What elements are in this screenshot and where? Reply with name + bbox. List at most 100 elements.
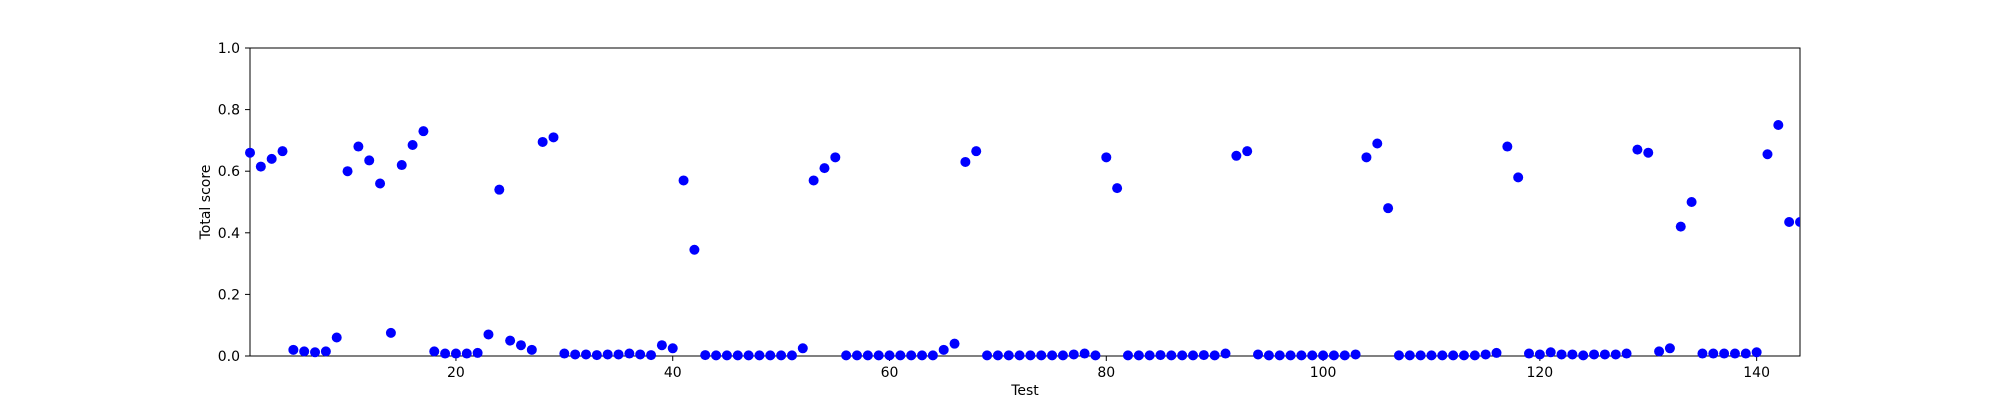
data-point: [1383, 203, 1394, 214]
data-point: [548, 132, 559, 143]
data-point: [288, 344, 299, 355]
data-point: [396, 160, 407, 171]
data-point: [1079, 348, 1090, 359]
data-point: [1296, 350, 1307, 361]
data-point: [1599, 349, 1610, 360]
data-points: [245, 120, 1800, 361]
data-point: [1664, 343, 1675, 354]
data-point: [938, 344, 949, 355]
data-point: [1166, 350, 1177, 361]
data-point: [1513, 172, 1524, 183]
data-point: [1491, 347, 1502, 358]
data-point: [1025, 350, 1036, 361]
x-tick-label: 120: [1526, 365, 1553, 381]
data-point: [1014, 350, 1025, 361]
data-point: [1242, 146, 1253, 157]
y-axis-label: Total score: [198, 165, 214, 241]
data-point: [472, 347, 483, 358]
data-point: [1751, 347, 1762, 358]
data-point: [1372, 138, 1383, 149]
data-point: [797, 343, 808, 354]
plot-area: [249, 47, 1801, 357]
data-point: [1350, 349, 1361, 360]
data-point: [245, 147, 255, 158]
data-point: [1740, 348, 1751, 359]
data-point: [385, 327, 396, 338]
data-point: [1654, 346, 1665, 357]
data-point: [515, 340, 526, 351]
x-axis-label: Test: [1010, 383, 1039, 399]
data-point: [440, 348, 451, 359]
data-point: [678, 175, 689, 186]
data-point: [1729, 348, 1740, 359]
data-point: [895, 350, 906, 361]
data-point: [646, 350, 657, 361]
data-point: [364, 155, 375, 166]
data-point: [1502, 141, 1513, 152]
data-point: [1068, 349, 1079, 360]
data-point: [1415, 350, 1426, 361]
data-point: [320, 346, 331, 357]
data-point: [1393, 350, 1404, 361]
data-point: [884, 350, 895, 361]
data-point: [1177, 350, 1188, 361]
data-point: [1697, 348, 1708, 359]
data-point: [873, 350, 884, 361]
data-point: [1675, 221, 1686, 232]
data-point: [1524, 348, 1535, 359]
data-point: [1231, 150, 1242, 161]
data-point: [1274, 350, 1285, 361]
data-point: [721, 350, 732, 361]
data-point: [1112, 183, 1123, 194]
y-tick-label: 0.6: [218, 164, 240, 180]
data-point: [1155, 350, 1166, 361]
data-point: [700, 350, 711, 361]
data-point: [754, 350, 765, 361]
data-point: [1686, 197, 1697, 207]
data-point: [1285, 350, 1296, 361]
data-point: [1578, 350, 1589, 361]
y-tick-label: 0.2: [218, 287, 240, 303]
data-point: [602, 349, 613, 360]
data-point: [1307, 350, 1318, 361]
data-point: [689, 244, 700, 255]
data-point: [1784, 217, 1795, 228]
data-point: [483, 329, 494, 340]
data-point: [429, 346, 440, 357]
data-point: [1253, 349, 1264, 360]
data-point: [1719, 348, 1730, 359]
x-tick-label: 60: [881, 365, 899, 381]
data-point: [992, 350, 1003, 361]
data-point: [927, 350, 938, 361]
data-point: [949, 338, 960, 349]
data-point: [776, 350, 787, 361]
data-point: [353, 141, 364, 152]
data-point: [1589, 349, 1600, 360]
data-point: [635, 349, 646, 360]
data-point: [830, 152, 841, 163]
data-point: [1480, 349, 1491, 360]
data-point: [559, 348, 570, 359]
data-point: [841, 350, 852, 361]
data-point: [1708, 348, 1719, 359]
data-point: [1198, 350, 1209, 361]
data-point: [1762, 149, 1773, 160]
data-point: [591, 350, 602, 361]
data-point: [1556, 349, 1567, 360]
data-point: [1318, 350, 1329, 361]
data-point: [1426, 350, 1437, 361]
data-point: [1545, 347, 1556, 358]
data-point: [971, 146, 982, 157]
data-point: [960, 156, 971, 167]
data-point: [1133, 350, 1144, 361]
data-point: [266, 153, 277, 164]
y-tick-label: 0.4: [218, 226, 240, 242]
data-point: [581, 349, 592, 360]
y-tick-label: 1.0: [218, 41, 240, 57]
data-point: [1643, 147, 1654, 158]
data-point: [1567, 349, 1578, 360]
x-axis-ticks: 20 40 60 80 100 120 140: [447, 356, 1770, 381]
data-point: [1047, 350, 1058, 361]
data-point: [537, 136, 548, 147]
